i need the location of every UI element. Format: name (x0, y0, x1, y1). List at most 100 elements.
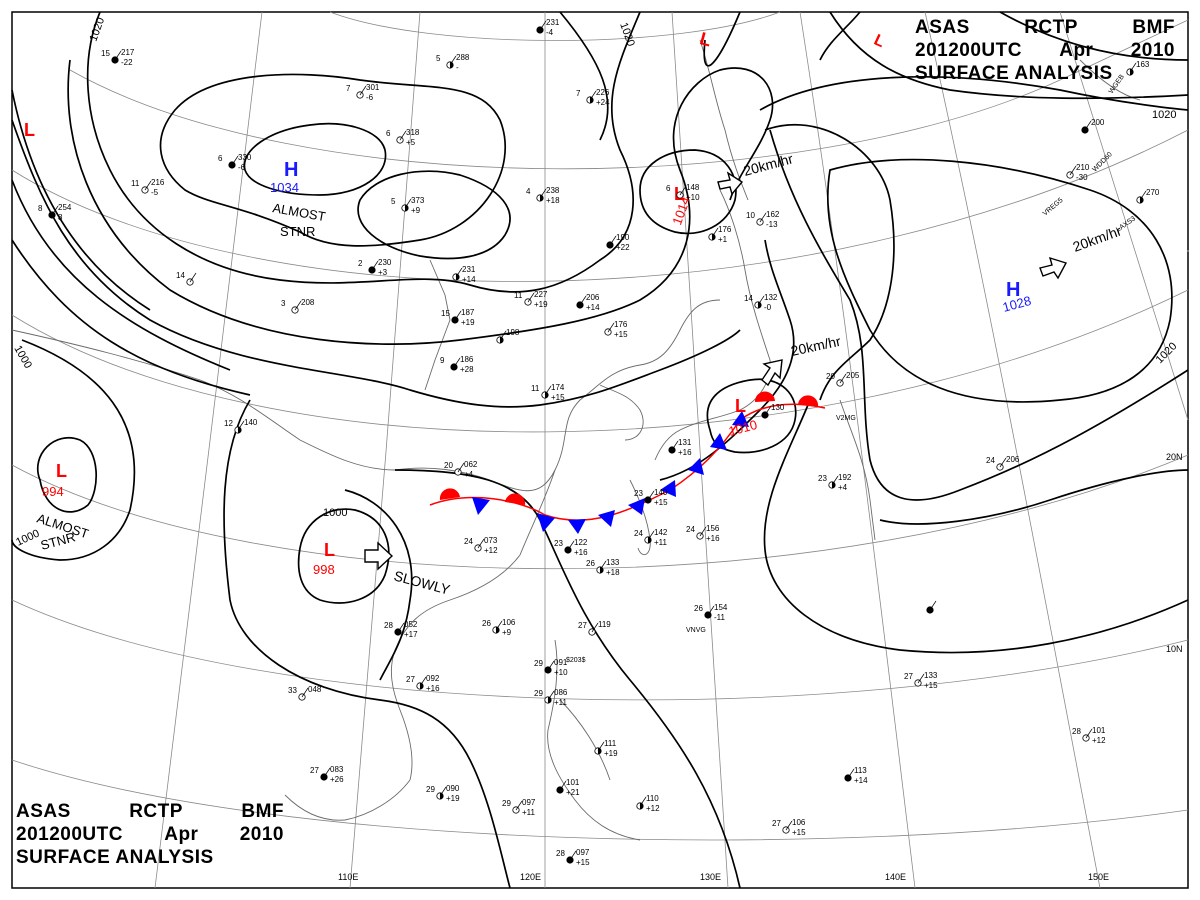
station-pressure: 119 (598, 620, 611, 629)
wind-barb-icon (371, 260, 379, 271)
station-plot: 210-30 (1066, 163, 1090, 182)
station-plot: 29 090+19 (426, 784, 460, 803)
station-id: V2MG (836, 415, 856, 422)
parallel-line (11, 454, 1189, 570)
longitude-label: 110E (338, 872, 358, 882)
latitude-label: 20N (1166, 452, 1183, 462)
low-center-value: 998 (313, 562, 335, 577)
coastline (839, 399, 876, 541)
header-product: ASAS (915, 17, 970, 38)
station-plot: 15 187+19 (441, 308, 475, 327)
station-plot: 27 119 (578, 620, 611, 636)
station-temperature: 23 (818, 474, 827, 483)
station-plot: 28 097+15 (556, 848, 590, 867)
motion-arrow (1039, 256, 1068, 280)
station-temperature: 15 (441, 309, 450, 318)
station-temperature: 26 (694, 604, 703, 613)
header-month: Apr (1059, 40, 1094, 61)
station-tendency: +9 (502, 628, 512, 637)
station-pressure: 206 (1006, 455, 1020, 464)
cold-front-symbol (537, 513, 555, 532)
station-pressure: 148 (686, 183, 700, 192)
warm-front-symbol (505, 493, 526, 505)
station-plot: 29 086+11 (534, 688, 568, 707)
station-pressure: 198 (506, 328, 520, 337)
station-pressure: 301 (366, 83, 380, 92)
wind-barb-icon (999, 457, 1007, 468)
station-temperature: 28 (384, 621, 393, 630)
station-tendency: +18 (546, 196, 560, 205)
station-pressure: 217 (121, 48, 135, 57)
header-code: BMF (1132, 17, 1175, 38)
high-center-value: 1034 (270, 180, 299, 195)
station-temperature: 27 (904, 672, 913, 681)
coastline (547, 639, 641, 841)
wind-barb-icon (294, 300, 302, 311)
low-center-value: 994 (42, 484, 64, 499)
isobar (297, 508, 390, 604)
station-tendency: +16 (706, 534, 720, 543)
station-plot: 270 (1136, 188, 1160, 204)
station-plot: 11 174+15 (531, 383, 565, 402)
low-center-letter: L (24, 120, 35, 140)
coastline (284, 779, 411, 821)
station-pressure: 106 (502, 618, 516, 627)
station-tendency: +19 (461, 318, 475, 327)
isobar (639, 149, 737, 235)
station-plot: 26 133+18 (586, 558, 620, 577)
station-temperature: 33 (288, 686, 297, 695)
station-temperature: 24 (464, 537, 473, 546)
isobar (819, 11, 861, 61)
wind-barb-icon (759, 212, 767, 223)
station-tendency: +19 (534, 300, 548, 309)
station-temperature: 20 (826, 372, 835, 381)
station-plot: 33 048 (288, 685, 322, 701)
station-id: $203$ (566, 657, 586, 664)
wind-barb-icon (679, 185, 687, 196)
wind-barb-icon (144, 180, 152, 191)
station-tendency: -13 (766, 220, 778, 229)
station-plot: 5 288- (436, 53, 470, 72)
isobar (759, 76, 1189, 111)
station-pressure: 254 (58, 203, 72, 212)
station-pressure: 133 (924, 671, 938, 680)
station-pressure: 186 (460, 355, 474, 364)
wind-barb-icon (189, 272, 197, 283)
station-pressure: 122 (574, 538, 588, 547)
wind-barb-icon (499, 330, 507, 341)
station-tendency: -5 (151, 188, 159, 197)
station-plot: 206+14 (576, 293, 600, 312)
motion-arrow (364, 541, 394, 571)
wind-barb-icon (495, 620, 503, 631)
station-temperature: 7 (576, 89, 581, 98)
station-plot: 20 062+4 (444, 460, 478, 479)
wind-barb-icon (449, 55, 457, 66)
wind-barb-icon (547, 660, 555, 671)
header-station: RCTP (1024, 17, 1078, 38)
station-plot: 101+21 (556, 778, 580, 797)
wind-barb-icon (114, 50, 122, 61)
station-pressure: 208 (301, 298, 315, 307)
grid-labels: 110E 120E 130E 140E 150E 20N 10N (338, 452, 1183, 882)
header-title: SURFACE ANALYSIS (915, 63, 1113, 84)
meridian-line (799, 11, 916, 889)
longitude-label: 130E (700, 872, 721, 882)
station-plot: 176+1 (708, 225, 732, 244)
wind-barb-icon (51, 205, 59, 216)
station-temperature: 29 (534, 659, 543, 668)
station-pressure: 111 (604, 739, 617, 748)
station-tendency: +15 (551, 393, 565, 402)
station-temperature: 29 (426, 785, 435, 794)
wind-barb-icon (539, 20, 547, 31)
wind-barb-icon (1085, 728, 1093, 739)
header-station: RCTP (129, 801, 183, 822)
wind-barb-icon (323, 767, 331, 778)
cold-front-symbol (628, 498, 645, 515)
station-tendency: +1 (718, 235, 728, 244)
wind-barb-icon (597, 741, 605, 752)
station-tendency: +16 (426, 684, 440, 693)
station-temperature: 9 (440, 356, 445, 365)
station-pressure: 090 (446, 784, 460, 793)
wind-barb-icon (699, 526, 707, 537)
